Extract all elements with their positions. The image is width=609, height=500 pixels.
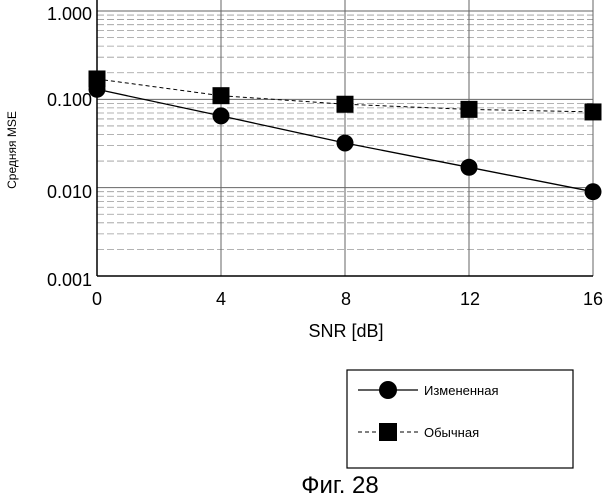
data-point-square [337, 96, 354, 113]
legend-circle-marker [379, 381, 397, 399]
x-tick-label: 0 [92, 289, 102, 309]
data-point-square [461, 101, 478, 118]
x-axis-title: SNR [dB] [308, 321, 383, 341]
figure-caption: Фиг. 28 [301, 472, 379, 499]
legend: Измененная Обычная [347, 370, 573, 468]
y-axis-title: Средняя MSE [5, 111, 19, 189]
y-tick-label: 0.001 [47, 270, 92, 290]
data-point-square [585, 103, 602, 120]
data-point-square [213, 87, 230, 104]
data-point-circle [461, 159, 478, 176]
data-point-circle [213, 107, 230, 124]
legend-label-modified: Измененная [424, 383, 499, 398]
x-tick-label: 8 [341, 289, 351, 309]
y-tick-label: 1.000 [47, 4, 92, 24]
legend-square-marker [379, 423, 397, 441]
data-point-square [89, 70, 106, 87]
y-tick-labels: 0.001 0.010 0.100 1.000 [47, 4, 92, 290]
data-point-circle [337, 135, 354, 152]
x-tick-label: 16 [583, 289, 603, 309]
y-tick-label: 0.100 [47, 90, 92, 110]
y-tick-label: 0.010 [47, 182, 92, 202]
x-tick-labels: 0 4 8 12 16 [92, 289, 603, 309]
legend-label-regular: Обычная [424, 425, 479, 440]
x-tick-label: 4 [216, 289, 226, 309]
data-point-circle [585, 183, 602, 200]
x-tick-label: 12 [460, 289, 480, 309]
